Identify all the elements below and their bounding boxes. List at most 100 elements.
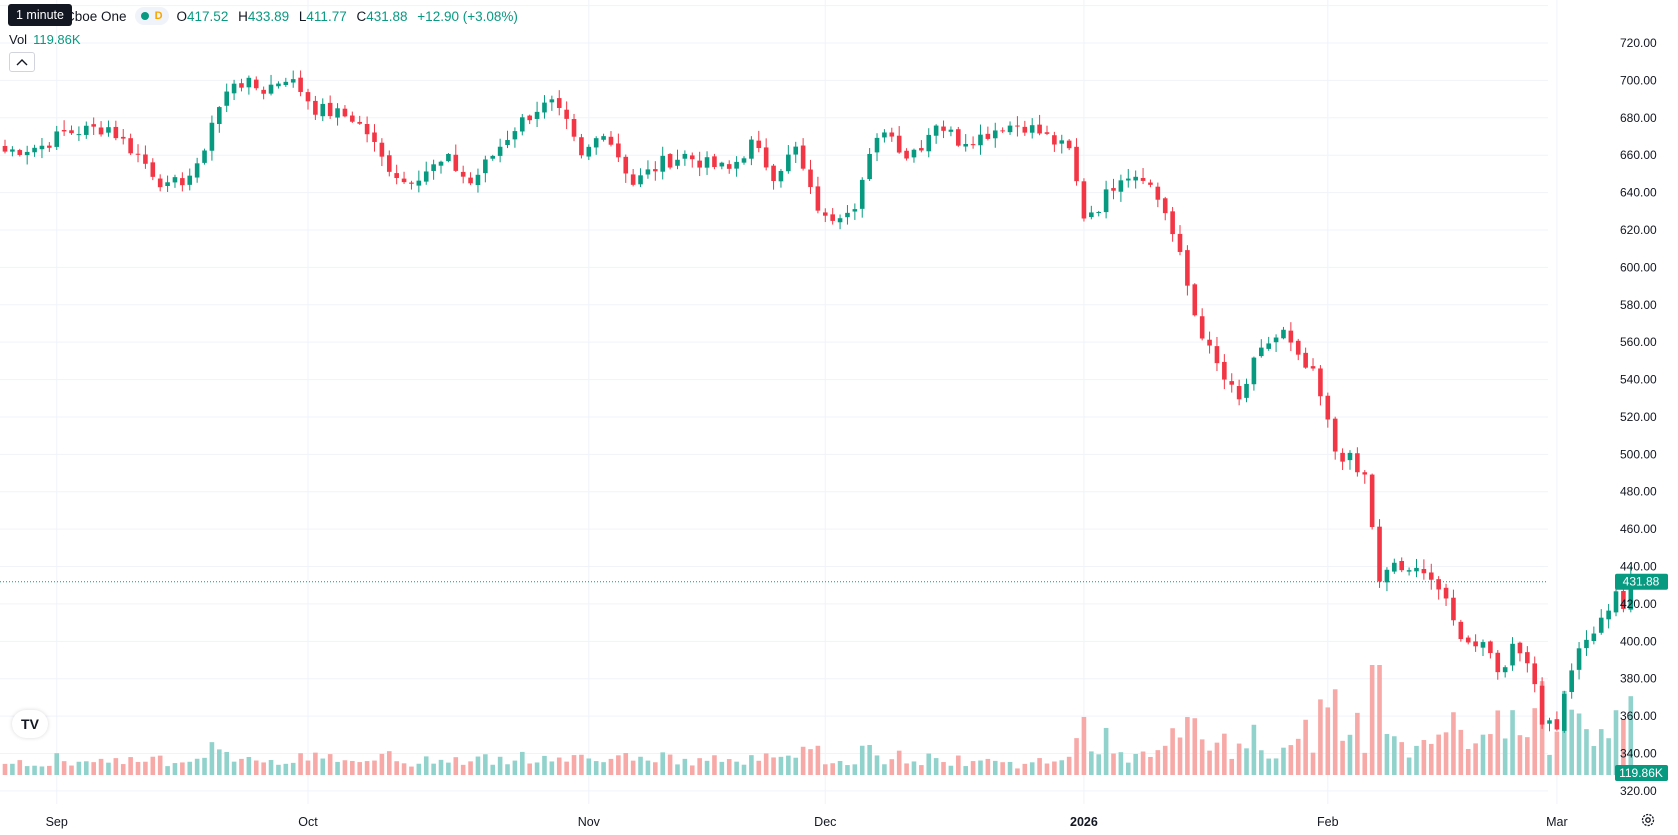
volume-bar: [10, 763, 15, 775]
volume-bar: [261, 762, 266, 775]
price-tick-label: 640.00: [1620, 186, 1657, 200]
volume-bar: [882, 764, 887, 775]
candle-body: [335, 108, 340, 118]
volume-bar: [1059, 760, 1065, 775]
price-tick-label: 520.00: [1620, 410, 1657, 424]
candle-body: [202, 150, 207, 163]
candle-body: [867, 153, 872, 180]
candle-body: [187, 175, 193, 185]
volume-bar: [69, 765, 74, 775]
volume-bar: [1517, 735, 1523, 775]
candle-body: [1133, 176, 1138, 181]
close-value: 431.88: [366, 8, 408, 24]
candle-body: [1532, 663, 1538, 685]
volume-bar: [889, 759, 895, 775]
gear-icon[interactable]: [1640, 812, 1656, 828]
volume-bar: [1244, 748, 1249, 775]
candle-body: [763, 147, 769, 168]
volume-bar: [956, 755, 961, 775]
candle-body: [1259, 347, 1264, 357]
ohlc-values: O417.52 H433.89 L411.77 C431.88 +12.90 (…: [177, 9, 524, 24]
candle-body: [1185, 250, 1190, 286]
candle-body: [1406, 570, 1412, 572]
candle-body: [586, 146, 592, 157]
candle-body: [268, 84, 274, 94]
price-tick-label: 620.00: [1620, 223, 1657, 237]
volume-bar: [786, 755, 791, 775]
volume-bar: [1015, 768, 1020, 775]
candle-body: [1362, 472, 1368, 475]
open-label: O: [176, 8, 188, 24]
candle-body: [1621, 590, 1626, 609]
candle-body: [1465, 637, 1471, 643]
volume-bar: [1473, 743, 1478, 775]
candle-body: [1199, 316, 1205, 339]
candle-body: [601, 136, 606, 140]
volume-bar: [815, 745, 821, 775]
volume-bar: [446, 762, 451, 775]
price-tick-label: 720.00: [1620, 36, 1657, 50]
candle-body: [483, 159, 488, 174]
volume-bar: [1406, 757, 1412, 775]
candle-body: [852, 209, 858, 212]
volume-bar: [1458, 729, 1464, 775]
candle-body: [157, 178, 163, 188]
volume-bar: [1222, 733, 1227, 775]
candle-body: [992, 130, 998, 139]
volume-bar: [571, 755, 577, 775]
volume-bar: [335, 761, 340, 775]
last-volume-badge: [1615, 765, 1668, 781]
volume-bar: [534, 762, 540, 775]
candle-body: [1266, 343, 1271, 349]
volume-bar: [364, 761, 370, 775]
volume-bar: [1155, 750, 1161, 775]
volume-bar: [1229, 758, 1235, 775]
candle-body: [1340, 452, 1345, 462]
volume-bar: [579, 754, 584, 775]
volume-bar: [268, 760, 274, 775]
candle-body: [1037, 124, 1042, 134]
candle-body: [556, 98, 562, 108]
volume-bar: [431, 763, 436, 775]
volume-bar: [1133, 753, 1138, 775]
volume-bar: [1399, 742, 1405, 775]
price-axis: 720.00 700.00 680.00 660.00 640.00 620.00 600.…: [1615, 36, 1668, 798]
tradingview-logo-icon[interactable]: TV: [12, 710, 48, 738]
candle-body: [660, 155, 666, 172]
candle-body: [135, 153, 141, 155]
candle-body: [497, 146, 503, 156]
volume-bar: [217, 749, 222, 775]
candle-body: [1244, 383, 1249, 398]
candle-body: [231, 83, 237, 94]
volume-bar: [1295, 738, 1301, 775]
collapse-legend-button[interactable]: [9, 52, 35, 72]
volume-bar: [1281, 747, 1286, 775]
volume-bar: [1554, 731, 1560, 775]
volume-bar: [39, 766, 45, 775]
volume-bar: [904, 763, 909, 775]
volume-bar: [1118, 752, 1124, 775]
candle-body: [778, 170, 784, 182]
candle-body: [180, 178, 185, 186]
volume-bar: [483, 754, 488, 775]
candle-body: [39, 145, 45, 150]
candle-body: [749, 139, 754, 159]
candle-body: [1281, 329, 1286, 339]
volume-bar: [1547, 754, 1552, 775]
candle-body: [416, 180, 422, 186]
candle-body: [1598, 617, 1604, 633]
candle-body: [896, 135, 902, 153]
price-tick-label: 500.00: [1620, 447, 1657, 461]
candle-body: [822, 212, 828, 216]
candle-body: [253, 79, 259, 89]
volume-bar: [209, 742, 215, 775]
candle-body: [460, 171, 466, 177]
candle-body: [911, 149, 917, 158]
candle-body: [697, 160, 702, 168]
volume-bar: [1029, 762, 1035, 775]
candle-body: [217, 107, 222, 124]
candle-body: [926, 134, 932, 152]
market-status[interactable]: D: [134, 7, 169, 25]
volume-bar: [1377, 665, 1382, 775]
